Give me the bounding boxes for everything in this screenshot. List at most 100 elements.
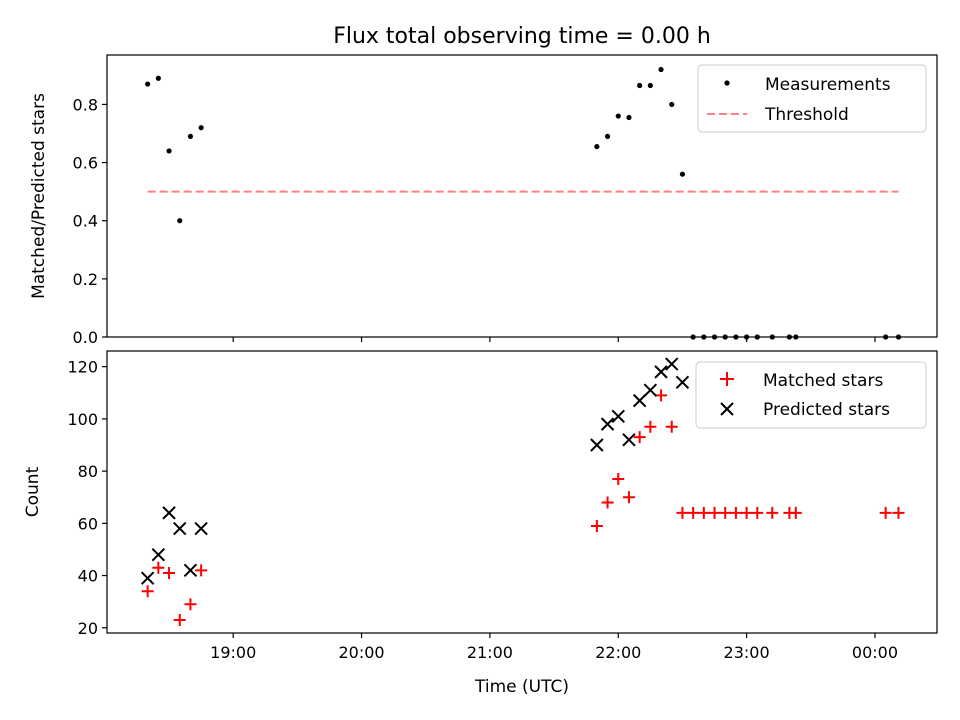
predicted-stars-point [654, 365, 668, 379]
matched-stars-point [622, 491, 635, 504]
chart-title: Flux total observing time = 0.00 h [333, 24, 711, 49]
matched-stars-point [163, 566, 176, 579]
predicted-stars-point [151, 547, 166, 562]
measurement-point [754, 334, 760, 340]
y-tick-label: 0.2 [73, 270, 98, 289]
legend-measurements-label: Measurements [765, 75, 891, 95]
x-axis-label: Time (UTC) [474, 677, 569, 697]
matched-stars-point [612, 472, 625, 485]
measurement-point [883, 334, 889, 340]
matched-stars-point [751, 506, 764, 519]
predicted-stars-point [590, 438, 604, 452]
y-tick-label: 0.0 [73, 328, 98, 347]
top-y-ticks: 0.0 0.2 0.4 0.6 0.8 [73, 95, 107, 347]
measurement-point [637, 82, 643, 89]
matched-stars-point [687, 506, 700, 519]
predicted-stars-point [173, 521, 187, 536]
matched-stars-point [644, 420, 657, 433]
measurement-point [198, 125, 204, 131]
y-tick-label: 0.8 [73, 95, 98, 114]
top-y-axis-label: Matched/Predicted stars [29, 93, 49, 299]
y-tick-label: 40 [78, 567, 98, 586]
top-legend: Measurements Threshold [697, 64, 927, 133]
predicted-stars-point [632, 393, 647, 408]
legend-matched-marker [720, 372, 734, 386]
matched-stars-point [601, 496, 614, 509]
y-tick-label: 20 [78, 619, 98, 638]
measurement-point [187, 133, 194, 140]
measurement-point [166, 148, 172, 154]
bottom-plot-frame [106, 350, 938, 634]
measurement-point [722, 334, 728, 340]
measurement-point [733, 334, 739, 340]
predicted-stars-point [675, 375, 690, 390]
y-tick-label: 100 [67, 410, 98, 429]
predicted-stars-point [665, 357, 679, 371]
top-legend-box [697, 64, 927, 133]
measurement-point [615, 113, 621, 119]
predicted-stars-point [643, 383, 658, 397]
bottom-panel: 20 40 60 80 100 120 19:00 20:00 21:00 22:00 23:00… [23, 350, 938, 662]
predicted-stars-point [183, 563, 198, 578]
bottom-x-ticks: 19:00 20:00 21:00 22:00 23:00 00:00 [210, 633, 898, 662]
bottom-y-axis-label: Count [23, 466, 43, 517]
x-tick-label: 23:00 [724, 643, 770, 662]
x-tick-label: 22:00 [595, 643, 641, 662]
measurement-point [669, 101, 675, 108]
matched-stars-point [173, 613, 186, 626]
matched-stars-point [590, 519, 603, 532]
legend-threshold-label: Threshold [764, 105, 849, 125]
measurement-point [679, 171, 686, 177]
matched-stars-point [740, 506, 753, 519]
predicted-stars-point [622, 433, 636, 447]
y-tick-label: 60 [78, 514, 98, 533]
measurement-point [895, 334, 902, 340]
matched-stars-point [708, 506, 721, 519]
matched-stars-point [141, 585, 154, 598]
predicted-stars-point [162, 506, 176, 520]
measurement-point [786, 334, 792, 340]
matched-stars-point [676, 506, 689, 519]
measurement-point [701, 334, 707, 340]
bottom-y-ticks: 20 40 60 80 100 120 [67, 358, 107, 638]
x-tick-label: 20:00 [339, 643, 385, 662]
measurement-point [594, 143, 600, 150]
measurement-point [647, 82, 653, 89]
bottom-legend: Matched stars Predicted stars [695, 361, 927, 429]
legend-measurements-marker [724, 80, 730, 86]
measurement-point [658, 66, 664, 73]
matched-stars-point [195, 564, 208, 577]
y-tick-label: 0.4 [73, 212, 98, 231]
predicted-stars-point [611, 409, 625, 423]
measurement-point [626, 114, 632, 121]
legend-matched-label: Matched stars [763, 371, 883, 391]
measurement-point [145, 81, 151, 87]
top-series [145, 66, 902, 340]
measurement-point [604, 133, 611, 140]
matched-stars-point [184, 598, 197, 611]
measurement-point [769, 334, 775, 340]
measurement-point [690, 334, 696, 340]
measurement-point [793, 334, 799, 340]
x-tick-label: 21:00 [467, 643, 513, 662]
bottom-legend-box [695, 361, 927, 429]
measurement-point [155, 75, 161, 81]
measurement-point [744, 334, 750, 340]
matched-stars-point [633, 431, 646, 444]
legend-predicted-label: Predicted stars [763, 400, 890, 420]
bottom-series [140, 357, 905, 626]
matched-stars-point [879, 506, 892, 519]
matched-stars-point [152, 561, 165, 574]
top-plot-frame [106, 54, 938, 338]
predicted-stars-point [140, 571, 155, 585]
matched-stars-point [697, 506, 710, 519]
matched-stars-point [655, 389, 668, 402]
matched-stars-point [719, 506, 732, 519]
matched-stars-point [892, 506, 905, 519]
measurement-point [711, 334, 718, 340]
matched-stars-point [729, 506, 742, 519]
predicted-stars-point [194, 521, 208, 536]
y-tick-label: 120 [67, 358, 98, 377]
matched-stars-point [766, 506, 779, 519]
